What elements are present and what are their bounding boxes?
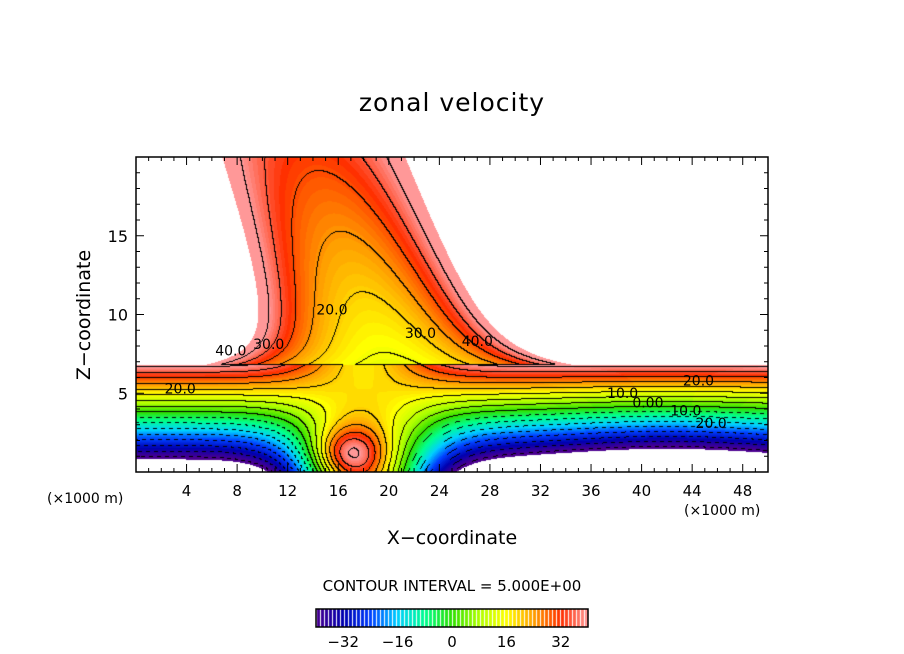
x-tick-label: 4 [182, 482, 192, 500]
chart-title: zonal velocity [358, 88, 546, 117]
x-tick-label: 20 [379, 482, 398, 500]
x-tick-label: 8 [232, 482, 242, 500]
contour-label: 30.0 [405, 326, 436, 342]
contour-field [136, 157, 768, 472]
y-tick-label: 15 [108, 227, 128, 246]
y-tick-label: 5 [118, 384, 128, 403]
x-tick-label: 44 [683, 482, 702, 500]
contour-interval-label: CONTOUR INTERVAL = 5.000E+00 [322, 577, 582, 595]
contour-label: 20.0 [696, 416, 727, 432]
x-axis-label: X−coordinate [386, 527, 518, 549]
x-tick-label: 24 [430, 482, 449, 500]
colorbar [316, 609, 588, 627]
colorbar-tick-label: −32 [327, 633, 359, 651]
x-unit-label-left: (×1000 m) [47, 491, 124, 507]
contour-label: 10.0 [670, 403, 701, 419]
colorbar-tick-label: 0 [447, 633, 457, 651]
x-tick-label: 36 [581, 482, 600, 500]
contour-label: 20.0 [316, 303, 347, 319]
x-tick-label: 32 [531, 482, 550, 500]
x-tick-label: 16 [329, 482, 348, 500]
colorbar-tick-label: 32 [551, 633, 570, 651]
x-tick-label: 28 [480, 482, 499, 500]
colorbar-tick-label: −16 [382, 633, 414, 651]
y-tick-label: 10 [108, 306, 128, 325]
x-tick-label: 48 [733, 482, 752, 500]
contour-label: 0.00 [632, 395, 663, 411]
contour-label: 30.0 [253, 337, 284, 353]
x-unit-label-right: (×1000 m) [684, 503, 761, 519]
contour-label: 20.0 [683, 373, 714, 389]
x-tick-label: 40 [632, 482, 651, 500]
contour-label: 40.0 [215, 343, 246, 359]
colorbar-frame [315, 608, 589, 628]
x-tick-label: 12 [278, 482, 297, 500]
contour-label: 10.0 [607, 386, 638, 402]
colorbar-tick-label: 16 [497, 633, 516, 651]
contour-label: 40.0 [462, 334, 493, 350]
plot-frame [135, 156, 769, 473]
contour-label: 20.0 [165, 381, 196, 397]
